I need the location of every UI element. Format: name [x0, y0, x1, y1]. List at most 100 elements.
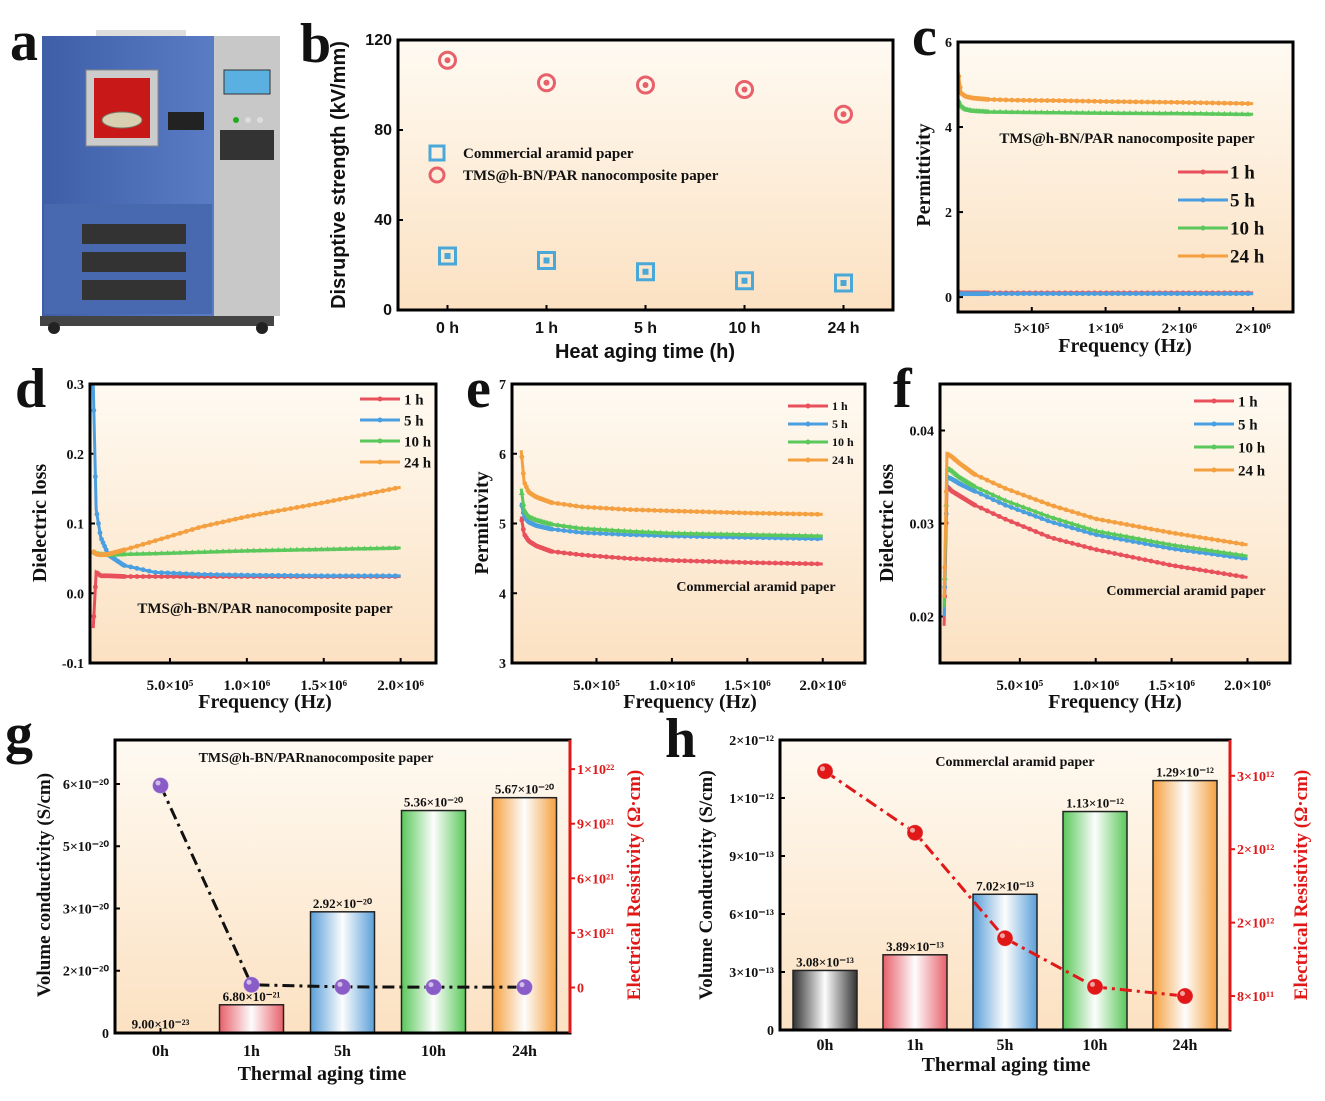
- x-tick-label: 2.0×10⁶: [799, 678, 846, 694]
- x-tick-label: 2×10⁶: [1235, 321, 1271, 337]
- data-point: [1039, 499, 1045, 505]
- data-point: [1069, 525, 1075, 531]
- y-tick-label: 0.04: [910, 425, 935, 440]
- data-point: [362, 492, 367, 497]
- data-point: [159, 536, 164, 542]
- data-point-triangle: [1014, 501, 1021, 507]
- data-point: [232, 516, 238, 522]
- y-tick-label: 0: [945, 291, 952, 306]
- plot-area: [90, 384, 436, 663]
- data-point: [1027, 526, 1033, 532]
- y-tick-label: 0.02: [910, 611, 935, 626]
- panel-g: 0 2×10⁻²⁰ 3×10⁻²⁰ 5×10⁻²⁰ 6×10⁻²⁰ 0h 1h 5h 10h 24…: [34, 738, 645, 1085]
- data-point: [380, 573, 386, 579]
- data-point-triangle: [1115, 110, 1122, 116]
- x-tick-label: 5h: [997, 1037, 1014, 1054]
- data-point-triangle: [1069, 520, 1076, 526]
- data-point: [676, 508, 682, 514]
- data-point: [978, 474, 984, 480]
- data-point: [1094, 532, 1099, 538]
- y2-tick-label: 6×10²¹: [577, 872, 614, 887]
- data-point: [772, 511, 778, 516]
- y2-tick-label: 8×10¹¹: [1237, 990, 1274, 1005]
- data-point: [1221, 291, 1227, 297]
- vent-grille: [82, 280, 186, 300]
- data-point: [1239, 101, 1245, 106]
- data-point-square: [636, 262, 655, 282]
- data-point-triangle: [299, 546, 306, 552]
- data-point: [1003, 516, 1008, 522]
- bar-5h: [972, 893, 1038, 1030]
- data-point: [1174, 99, 1180, 105]
- data-point: [1142, 557, 1148, 563]
- data-point-square: [537, 251, 556, 270]
- y-tick-label: 0: [102, 1027, 109, 1042]
- data-point: [621, 532, 627, 537]
- data-point: [784, 560, 790, 566]
- data-point: [1168, 291, 1174, 297]
- data-point: [1021, 291, 1027, 297]
- data-point-triangle: [772, 532, 779, 538]
- data-point-triangle: [263, 547, 270, 553]
- data-point: [319, 573, 324, 579]
- data-point: [355, 493, 361, 499]
- bar-value-label: 1.29×10⁻¹²: [1156, 765, 1214, 780]
- y2-axis-label: Electrical Resistivity (Ω·cm): [624, 770, 645, 1000]
- bar-1h: [218, 1004, 285, 1033]
- data-point-circle: [735, 80, 754, 99]
- data-point-triangle: [1063, 518, 1070, 524]
- y-tick-label: 0.0: [67, 587, 85, 602]
- legend-marker: [805, 403, 811, 409]
- data-point: [392, 573, 398, 579]
- data-point: [997, 291, 1003, 297]
- data-point-triangle: [1244, 111, 1251, 117]
- bar-value-label: 9.00×10⁻²³: [132, 1017, 190, 1032]
- data-point: [567, 502, 573, 508]
- data-point-triangle: [195, 549, 202, 555]
- data-point: [996, 500, 1002, 505]
- data-point-triangle: [349, 545, 356, 551]
- data-point: [603, 505, 609, 511]
- bar-value-label: 2.92×10⁻²⁰: [313, 896, 373, 911]
- data-point: [942, 565, 948, 570]
- data-point-triangle: [991, 108, 998, 114]
- legend-marker: [428, 144, 446, 162]
- data-point: [652, 557, 657, 563]
- x-tick-label: 1.5×10⁶: [1148, 678, 1195, 694]
- data-point-circle: [636, 75, 655, 95]
- legend-marker: [428, 166, 446, 184]
- data-point-triangle: [1038, 510, 1045, 516]
- data-point: [549, 526, 555, 532]
- data-point: [152, 574, 158, 579]
- data-point: [990, 480, 996, 486]
- data-point-triangle: [730, 531, 737, 537]
- data-point-triangle: [275, 547, 282, 553]
- data-point-square: [834, 273, 853, 293]
- x-tick-label: 0h: [152, 1043, 169, 1060]
- data-point: [1233, 100, 1239, 106]
- point-highlight: [428, 982, 434, 988]
- resistivity-line: [824, 769, 1186, 998]
- plot-frame: [396, 38, 895, 312]
- data-point: [628, 556, 633, 561]
- data-point: [1160, 561, 1166, 567]
- plot-marks: [127, 776, 558, 1033]
- data-point-triangle: [591, 526, 598, 532]
- door-handle: [168, 112, 204, 130]
- data-point: [730, 510, 736, 516]
- data-point: [1124, 537, 1130, 543]
- data-point: [368, 490, 374, 496]
- data-point: [736, 559, 742, 565]
- data-point: [1098, 291, 1103, 297]
- annotation: Commerclal aramid paper: [935, 755, 1094, 770]
- data-point-center: [444, 253, 451, 259]
- data-point: [1056, 291, 1062, 297]
- data-point: [306, 573, 312, 579]
- data-point: [177, 530, 183, 536]
- data-point: [282, 507, 287, 513]
- control-knob-icon: [245, 117, 251, 123]
- data-point: [1142, 525, 1148, 531]
- data-point-triangle: [158, 550, 165, 556]
- data-point: [591, 530, 597, 536]
- data-point: [1227, 539, 1233, 545]
